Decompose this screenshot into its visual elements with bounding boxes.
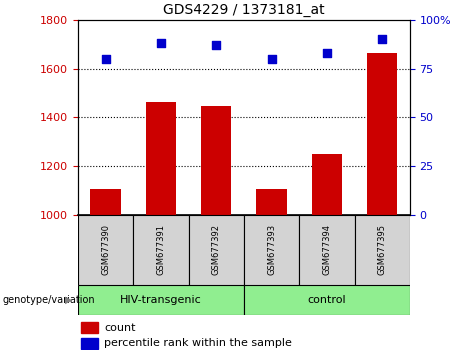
Bar bbox=[312, 154, 342, 215]
Text: control: control bbox=[307, 295, 346, 305]
Point bbox=[378, 36, 386, 42]
Point bbox=[102, 56, 109, 62]
Bar bbox=[133, 215, 189, 285]
Bar bbox=[256, 189, 287, 215]
Text: GSM677394: GSM677394 bbox=[322, 224, 331, 275]
Text: count: count bbox=[105, 322, 136, 332]
Point bbox=[268, 56, 275, 62]
Bar bbox=[299, 215, 355, 285]
Bar bbox=[367, 53, 397, 215]
Point bbox=[157, 40, 165, 46]
Bar bbox=[201, 105, 231, 215]
Text: GSM677395: GSM677395 bbox=[378, 224, 387, 275]
Text: genotype/variation: genotype/variation bbox=[2, 295, 95, 305]
Bar bbox=[355, 215, 410, 285]
Bar bbox=[244, 285, 410, 315]
Title: GDS4229 / 1373181_at: GDS4229 / 1373181_at bbox=[163, 4, 325, 17]
Text: GSM677393: GSM677393 bbox=[267, 224, 276, 275]
Text: GSM677392: GSM677392 bbox=[212, 224, 221, 275]
Bar bbox=[78, 285, 244, 315]
Text: ▶: ▶ bbox=[65, 295, 72, 305]
Point bbox=[213, 42, 220, 48]
Text: percentile rank within the sample: percentile rank within the sample bbox=[105, 338, 292, 348]
Point bbox=[323, 50, 331, 56]
Bar bbox=[90, 189, 121, 215]
Bar bbox=[146, 102, 176, 215]
Bar bbox=[81, 322, 98, 333]
Text: HIV-transgenic: HIV-transgenic bbox=[120, 295, 202, 305]
Bar bbox=[244, 215, 299, 285]
Bar bbox=[81, 338, 98, 349]
Text: GSM677390: GSM677390 bbox=[101, 224, 110, 275]
Bar bbox=[189, 215, 244, 285]
Bar bbox=[78, 215, 133, 285]
Text: GSM677391: GSM677391 bbox=[156, 224, 165, 275]
